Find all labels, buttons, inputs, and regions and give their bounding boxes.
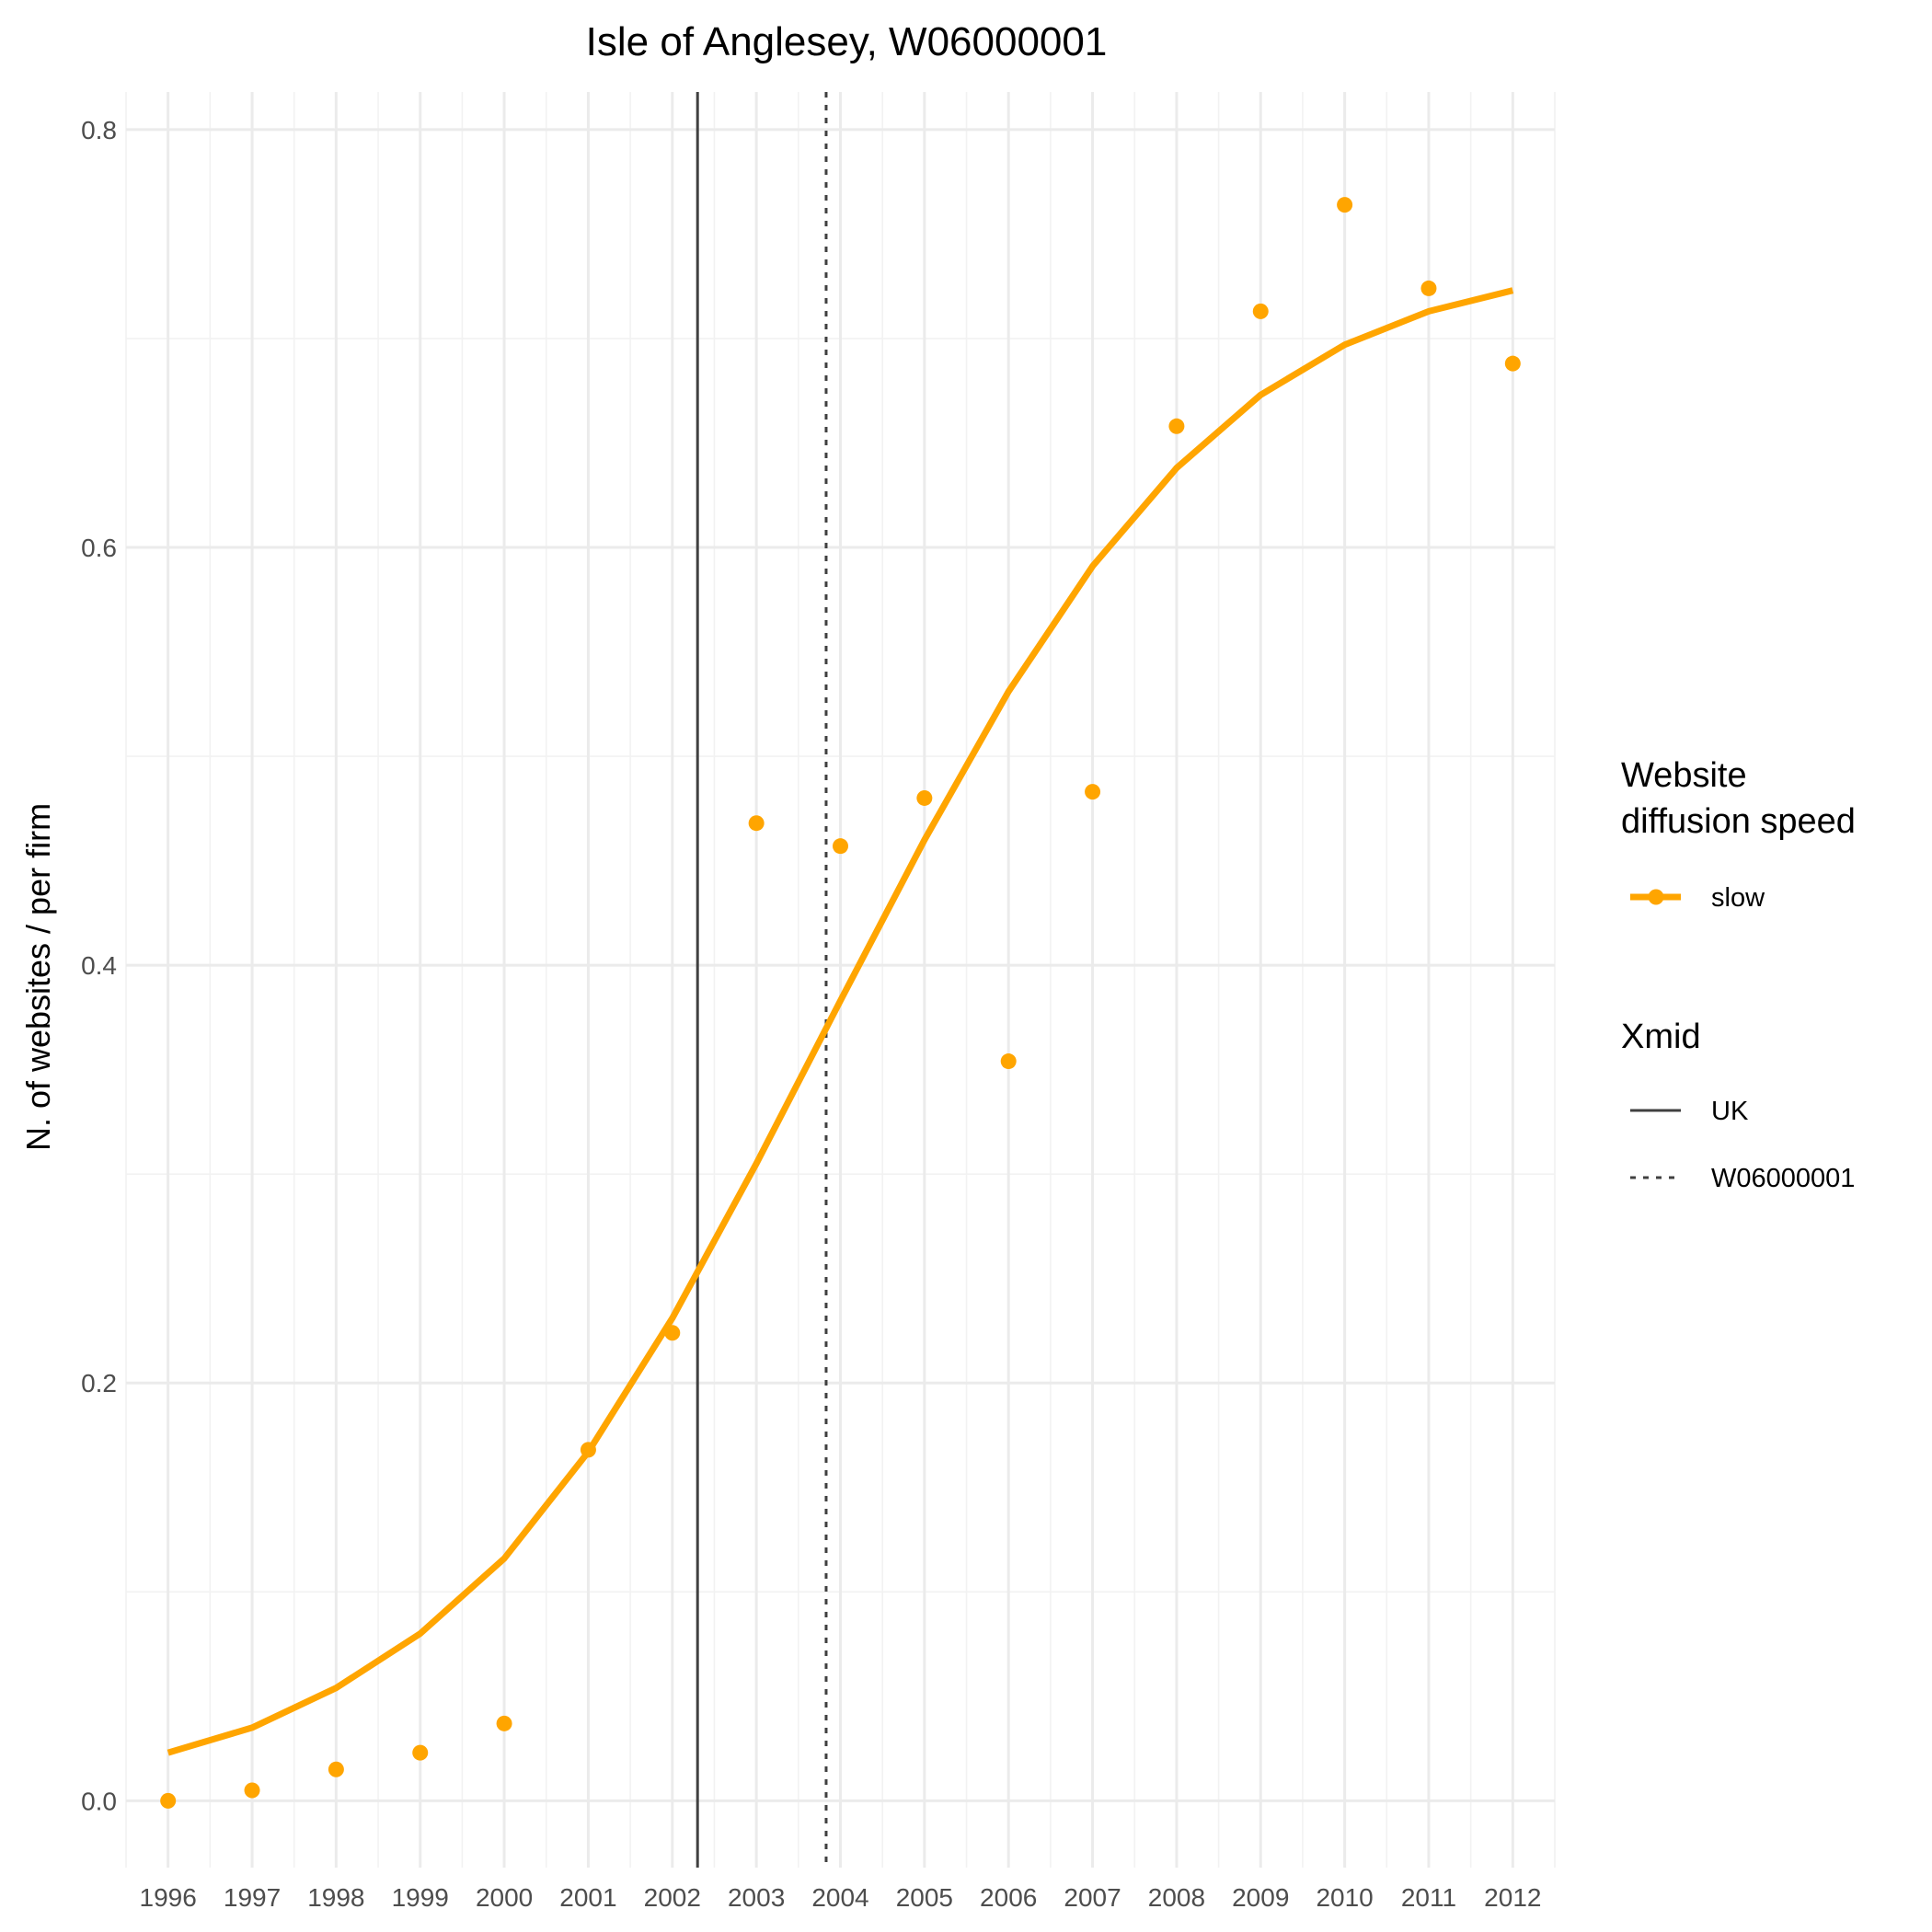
data-point-2011 bbox=[1420, 280, 1437, 296]
legend-label-uk: UK bbox=[1711, 1097, 1749, 1126]
data-point-1997 bbox=[244, 1782, 260, 1799]
legend-label-w06000001: W06000001 bbox=[1711, 1164, 1855, 1193]
x-tick-label: 2000 bbox=[476, 1883, 533, 1912]
legend-title-speed-line-1: Website bbox=[1621, 756, 1747, 795]
x-tick-label: 1996 bbox=[140, 1883, 197, 1912]
legend-title-xmid: Xmid bbox=[1621, 1018, 1701, 1056]
data-point-2003 bbox=[748, 815, 765, 832]
y-tick-label: 0.8 bbox=[81, 116, 117, 144]
data-point-2008 bbox=[1168, 418, 1185, 434]
data-point-2005 bbox=[916, 789, 933, 806]
x-tick-label: 2009 bbox=[1232, 1883, 1289, 1912]
legend-title-speed-line-2: diffusion speed bbox=[1621, 802, 1856, 841]
x-tick-label: 1997 bbox=[224, 1883, 281, 1912]
x-tick-label: 2004 bbox=[811, 1883, 868, 1912]
data-point-2010 bbox=[1337, 197, 1353, 213]
legend-key-slow-point bbox=[1648, 889, 1664, 905]
y-axis-title: N. of websites / per firm bbox=[19, 803, 57, 1151]
data-point-2004 bbox=[833, 838, 848, 855]
x-tick-label: 2010 bbox=[1316, 1883, 1373, 1912]
x-tick-labels: 1996 1997 1998 1999 2000 2001 2002 2003 2004 2005… bbox=[140, 1883, 1542, 1912]
x-tick-label: 2007 bbox=[1064, 1883, 1121, 1912]
data-point-2009 bbox=[1252, 303, 1269, 319]
x-tick-label: 2002 bbox=[644, 1883, 701, 1912]
y-tick-label: 0.4 bbox=[81, 951, 117, 980]
x-tick-label: 1999 bbox=[392, 1883, 449, 1912]
major-gridlines-x bbox=[167, 92, 1514, 1868]
y-tick-label: 0.2 bbox=[81, 1369, 117, 1397]
data-point-1999 bbox=[412, 1744, 429, 1761]
x-tick-label: 1998 bbox=[307, 1883, 364, 1912]
x-tick-label: 2012 bbox=[1484, 1883, 1541, 1912]
x-tick-label: 2005 bbox=[896, 1883, 953, 1912]
x-tick-label: 2001 bbox=[559, 1883, 616, 1912]
data-point-2001 bbox=[580, 1442, 596, 1458]
data-points bbox=[160, 197, 1521, 1809]
legend: Website diffusion speed slow Xmid UK W06… bbox=[1621, 756, 1856, 1193]
y-tick-label: 0.0 bbox=[81, 1787, 117, 1815]
y-tick-labels: 0.0 0.2 0.4 0.6 0.8 bbox=[81, 116, 117, 1815]
fitted-curve bbox=[167, 287, 1514, 1756]
data-point-2007 bbox=[1085, 784, 1101, 800]
x-tick-label: 2011 bbox=[1401, 1883, 1456, 1912]
y-tick-label: 0.6 bbox=[81, 534, 117, 562]
data-point-2000 bbox=[496, 1715, 512, 1731]
data-point-1996 bbox=[160, 1792, 177, 1809]
chart-title: Isle of Anglesey, W06000001 bbox=[586, 19, 1108, 64]
reference-lines bbox=[696, 92, 828, 1868]
data-point-2006 bbox=[1000, 1053, 1017, 1070]
data-point-2002 bbox=[664, 1325, 681, 1341]
x-tick-label: 2006 bbox=[980, 1883, 1037, 1912]
x-tick-label: 2003 bbox=[728, 1883, 785, 1912]
x-tick-label: 2008 bbox=[1148, 1883, 1205, 1912]
minor-gridlines-x bbox=[125, 92, 1556, 1868]
data-point-1998 bbox=[328, 1761, 344, 1777]
fit-line-slow bbox=[167, 287, 1514, 1756]
legend-label-slow: slow bbox=[1711, 883, 1765, 913]
data-point-2012 bbox=[1504, 355, 1521, 372]
